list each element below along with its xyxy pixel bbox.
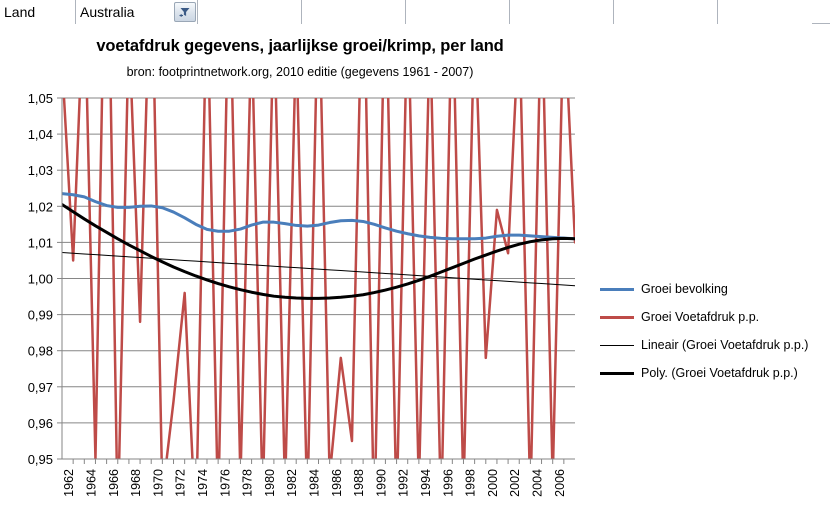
x-tick-label: 1984 — [308, 469, 322, 497]
x-tick-label: 1964 — [84, 469, 98, 497]
axis-lines — [61, 98, 575, 460]
x-tick-label: 1970 — [151, 469, 165, 497]
x-tick-label: 1978 — [241, 469, 255, 497]
cell-blank-5[interactable] — [614, 0, 718, 24]
y-tick-label: 1,05 — [28, 91, 53, 106]
y-axis-ticks — [57, 97, 62, 460]
x-tick-label: 1990 — [374, 469, 388, 497]
legend-swatch-poly — [600, 371, 634, 375]
spreadsheet-header-row: Land Australia — [0, 0, 830, 24]
x-tick-label: 1982 — [285, 469, 299, 497]
chart-subtitle: bron: footprintnetwork.org, 2010 editie … — [126, 65, 474, 79]
x-tick-label: 2002 — [508, 469, 522, 497]
legend-label-groei-bevolking: Groei bevolking — [641, 282, 728, 296]
series-line-lineair-groei-voetafdruk-p-p — [62, 252, 575, 287]
series-line-groei-voetafdruk-p-p — [62, 98, 575, 459]
legend-label-poly: Poly. (Groei Voetafdruk p.p.) — [641, 366, 798, 380]
x-tick-label: 2004 — [531, 469, 545, 497]
legend-item-groei-bevolking[interactable]: Groei bevolking — [600, 275, 830, 303]
x-tick-label: 1976 — [218, 469, 232, 497]
series-line-poly-groei-voetafdruk-p-p — [62, 203, 575, 300]
y-tick-label: 1,02 — [28, 199, 53, 214]
cell-country-filter[interactable]: Australia — [76, 0, 198, 24]
legend-label-groei-voetafdruk: Groei Voetafdruk p.p. — [641, 310, 760, 324]
legend-label-lineair: Lineair (Groei Voetafdruk p.p.) — [641, 338, 809, 352]
y-tick-label: 1,04 — [28, 127, 53, 142]
y-tick-label: 1,03 — [28, 163, 53, 178]
x-tick-label: 1966 — [107, 469, 121, 497]
x-tick-label: 1992 — [397, 469, 411, 497]
x-axis-labels: 1962 1964 1966 1968 1970 1972 1974 1976 1978 1980… — [62, 469, 567, 497]
cell-blank-6[interactable] — [718, 0, 812, 24]
cell-blank-4[interactable] — [510, 0, 614, 24]
x-tick-label: 1996 — [441, 469, 455, 497]
cell-blank-3[interactable] — [406, 0, 510, 24]
y-axis-labels: 0,95 0,96 0,97 0,98 0,99 1,00 1,01 1,02 1,03 1,04… — [28, 91, 53, 467]
cell-blank-2[interactable] — [302, 0, 406, 24]
plot-svg: 0,95 0,96 0,97 0,98 0,99 1,00 1,01 1,02 1,03 1,04… — [28, 91, 575, 497]
y-tick-label: 0,97 — [28, 380, 53, 395]
series-line-groei-bevolking — [62, 192, 575, 241]
x-tick-label: 1962 — [62, 469, 76, 497]
legend-swatch-groei-bevolking — [600, 287, 634, 291]
x-tick-label: 1998 — [464, 469, 478, 497]
x-tick-label: 1974 — [196, 469, 210, 497]
filter-icon[interactable] — [174, 2, 196, 22]
legend-item-groei-voetafdruk[interactable]: Groei Voetafdruk p.p. — [600, 303, 830, 331]
chart-legend: Groei bevolking Groei Voetafdruk p.p. Li… — [600, 275, 830, 387]
cell-blank-1[interactable] — [198, 0, 302, 24]
y-tick-label: 0,96 — [28, 416, 53, 431]
x-tick-label: 1986 — [330, 469, 344, 497]
x-tick-label: 1972 — [174, 469, 188, 497]
y-tick-label: 1,00 — [28, 272, 53, 287]
x-tick-label: 1980 — [263, 469, 277, 497]
x-tick-label: 1968 — [129, 469, 143, 497]
x-tick-label: 1988 — [352, 469, 366, 497]
y-tick-label: 1,01 — [28, 235, 53, 250]
x-tick-label: 2006 — [553, 469, 567, 497]
chart-container: voetafdruk gegevens, jaarlijkse groei/kr… — [0, 25, 830, 517]
cell-land-text: Land — [4, 4, 36, 20]
legend-swatch-lineair — [600, 344, 634, 346]
x-tick-label: 1994 — [419, 469, 433, 497]
legend-item-poly[interactable]: Poly. (Groei Voetafdruk p.p.) — [600, 359, 830, 387]
y-tick-label: 0,98 — [28, 344, 53, 359]
y-tick-label: 0,95 — [28, 452, 53, 467]
cell-land-label[interactable]: Land — [0, 0, 76, 24]
x-tick-label: 2000 — [486, 469, 500, 497]
x-axis-ticks — [72, 459, 565, 464]
legend-item-lineair[interactable]: Lineair (Groei Voetafdruk p.p.) — [600, 331, 830, 359]
cell-country-text: Australia — [80, 4, 135, 20]
y-tick-label: 0,99 — [28, 308, 53, 323]
data-series — [62, 98, 575, 459]
legend-swatch-groei-voetafdruk — [600, 315, 634, 319]
chart-title: voetafdruk gegevens, jaarlijkse groei/kr… — [96, 37, 504, 55]
